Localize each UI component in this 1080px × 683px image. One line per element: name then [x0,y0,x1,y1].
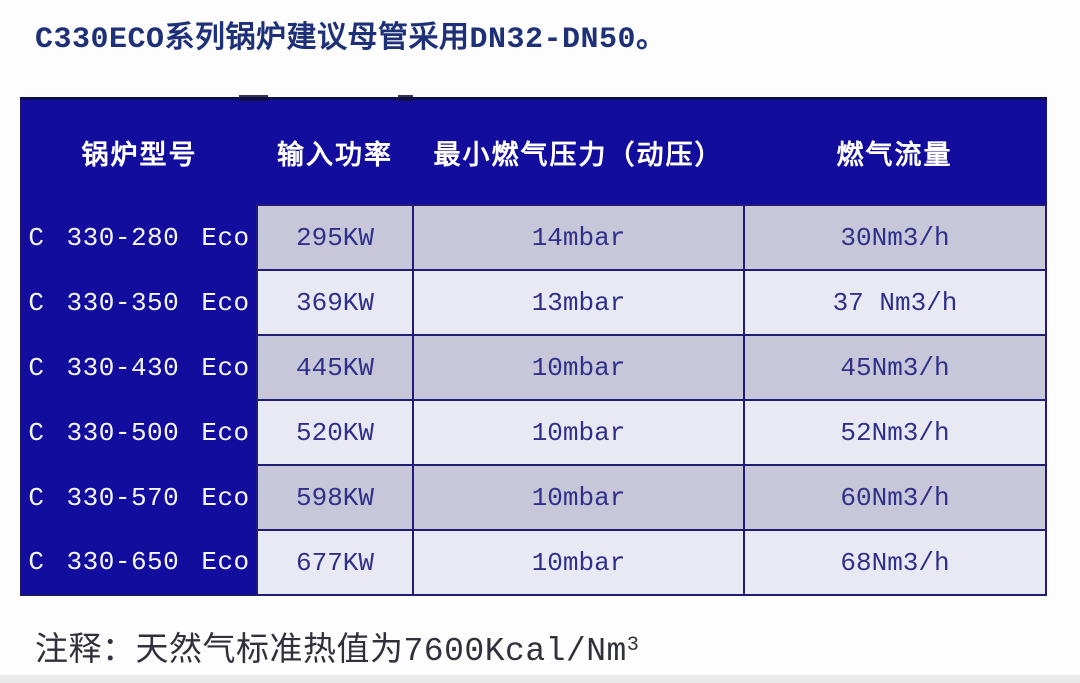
power-cell: 520KW [256,399,414,466]
page-title: C330ECO系列锅炉建议母管采用DN32-DN50。 [35,23,667,57]
model-cell: C 330-650 Eco [21,530,257,595]
pressure-cell: 10mbar [412,334,745,401]
flow-cell: 60Nm3/h [743,464,1047,531]
pressure-cell: 10mbar [412,529,745,596]
table-header: 锅炉型号 输入功率 最小燃气压力（动压） 燃气流量 [21,98,1046,205]
header-row: 锅炉型号 输入功率 最小燃气压力（动压） 燃气流量 [21,98,1046,205]
power-cell: 445KW [256,334,414,401]
flow-cell: 68Nm3/h [743,529,1047,596]
table-body: C 330-280 Eco 295KW 14mbar 30Nm3/h C 330… [21,204,1047,596]
power-cell: 677KW [256,529,414,596]
power-cell: 598KW [256,464,414,531]
boiler-spec-table: 锅炉型号 输入功率 最小燃气压力（动压） 燃气流量 C 330-280 Eco … [20,97,1047,596]
footnote-text: 注释：天然气标准热值为7600Kcal/Nm [35,633,627,670]
table-top-edge-mark [239,95,268,101]
model-cell: C 330-350 Eco [21,270,257,335]
column-header-flow: 燃气流量 [744,98,1046,205]
flow-cell: 45Nm3/h [743,334,1047,401]
model-cell: C 330-280 Eco [21,205,257,270]
table-row: C 330-500 Eco 520KW 10mbar 52Nm3/h [21,399,1047,466]
pressure-cell: 14mbar [412,204,745,271]
model-cell: C 330-500 Eco [21,400,257,465]
power-cell: 295KW [256,204,414,271]
footnote: 注释：天然气标准热值为7600Kcal/Nm3 [35,622,639,670]
table-row: C 330-350 Eco 369KW 13mbar 37 Nm3/h [21,269,1047,336]
footnote-superscript: 3 [626,634,640,657]
pressure-cell: 13mbar [412,269,745,336]
pressure-cell: 10mbar [412,399,745,466]
flow-cell: 52Nm3/h [743,399,1047,466]
table-row: C 330-430 Eco 445KW 10mbar 45Nm3/h [21,334,1047,401]
table-top-edge-mark [398,95,413,101]
table-row: C 330-280 Eco 295KW 14mbar 30Nm3/h [21,204,1047,271]
column-header-pressure: 最小燃气压力（动压） [413,98,744,205]
table-row: C 330-650 Eco 677KW 10mbar 68Nm3/h [21,529,1047,596]
pressure-cell: 10mbar [412,464,745,531]
column-header-power: 输入功率 [257,98,413,205]
flow-cell: 37 Nm3/h [743,269,1047,336]
table-row: C 330-570 Eco 598KW 10mbar 60Nm3/h [21,464,1047,531]
column-header-model: 锅炉型号 [21,98,257,205]
model-cell: C 330-570 Eco [21,465,257,530]
model-cell: C 330-430 Eco [21,335,257,400]
power-cell: 369KW [256,269,414,336]
bottom-strip [0,675,1080,683]
flow-cell: 30Nm3/h [743,204,1047,271]
